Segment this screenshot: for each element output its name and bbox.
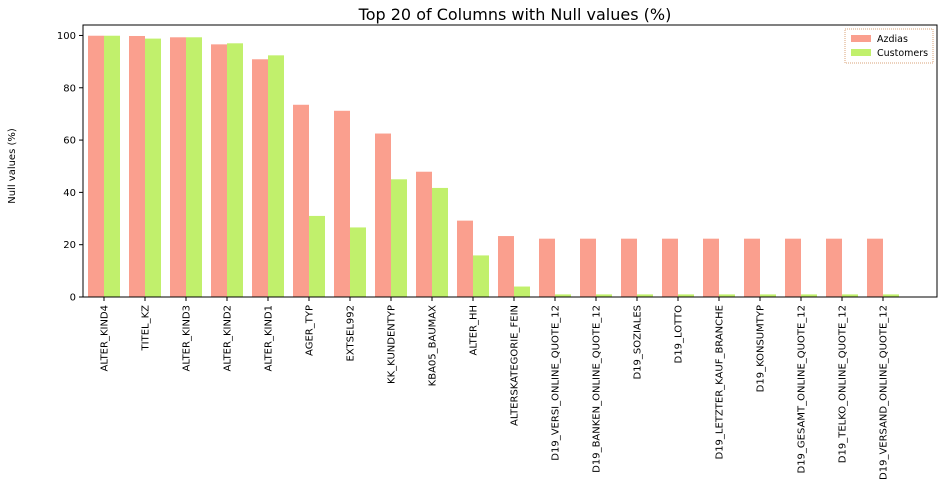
bar-azdias-6 bbox=[334, 110, 350, 298]
x-tick-label: TITEL_KZ bbox=[141, 305, 152, 352]
bar-customers-6 bbox=[350, 227, 366, 297]
bar-customers-10 bbox=[514, 286, 530, 297]
bar-customers-13 bbox=[637, 294, 653, 297]
x-tick-label: ALTER_KIND2 bbox=[223, 305, 234, 371]
bar-customers-8 bbox=[432, 187, 448, 297]
bar-azdias-0 bbox=[88, 35, 104, 297]
x-ticks-group: ALTER_KIND4 TITEL_KZ ALTER_KIND3 ALTER_KIND… bbox=[100, 297, 890, 480]
x-tick-label: D19_GESAMT_ONLINE_QUOTE_12 bbox=[797, 305, 808, 474]
bar-azdias-11 bbox=[539, 238, 555, 297]
bar-azdias-2 bbox=[170, 37, 186, 298]
bar-customers-4 bbox=[268, 55, 284, 297]
bar-azdias-8 bbox=[416, 171, 432, 297]
y-ticks-group: 0 20 40 60 80 100 bbox=[57, 31, 83, 304]
legend-swatch-customers bbox=[851, 49, 871, 56]
chart-title: Top 20 of Columns with Null values (%) bbox=[358, 5, 672, 24]
x-tick-label: D19_SOZIALES bbox=[633, 305, 644, 380]
bars-group bbox=[88, 35, 899, 298]
bar-customers-14 bbox=[678, 294, 694, 297]
x-tick-label: D19_BANKEN_ONLINE_QUOTE_12 bbox=[592, 305, 603, 473]
x-tick-label: ALTERSKATEGORIE_FEIN bbox=[510, 305, 521, 426]
x-tick-label: ALTER_KIND4 bbox=[100, 305, 111, 371]
bar-azdias-5 bbox=[293, 104, 309, 298]
y-tick-label: 60 bbox=[63, 136, 76, 147]
bar-customers-3 bbox=[227, 43, 243, 297]
x-tick-label: ALTER_HH bbox=[469, 305, 480, 355]
x-tick-label: D19_LOTTO bbox=[674, 305, 685, 364]
bar-customers-12 bbox=[596, 294, 612, 297]
x-tick-label: KK_KUNDENTYP bbox=[387, 305, 398, 384]
bar-azdias-9 bbox=[457, 220, 473, 297]
y-tick-label: 20 bbox=[63, 240, 76, 251]
bar-azdias-13 bbox=[621, 238, 637, 297]
x-tick-label: KBA05_BAUMAX bbox=[428, 305, 439, 386]
x-tick-label: D19_VERSI_ONLINE_QUOTE_12 bbox=[551, 305, 562, 461]
bar-azdias-14 bbox=[662, 238, 678, 297]
x-tick-label: D19_LETZTER_KAUF_BRANCHE bbox=[715, 305, 726, 460]
legend-label-customers: Customers bbox=[877, 48, 928, 59]
x-tick-label: ALTER_KIND1 bbox=[264, 305, 275, 371]
bar-azdias-4 bbox=[252, 59, 268, 298]
bar-customers-9 bbox=[473, 255, 489, 297]
y-axis-label: Null values (%) bbox=[7, 128, 18, 204]
bar-azdias-1 bbox=[129, 35, 145, 297]
x-tick-label: AGER_TYP bbox=[305, 305, 316, 356]
bar-azdias-10 bbox=[498, 236, 514, 297]
legend: Azdias Customers bbox=[844, 28, 934, 64]
bar-customers-16 bbox=[760, 294, 776, 297]
legend-swatch-azdias bbox=[851, 35, 871, 42]
bar-azdias-16 bbox=[744, 238, 760, 297]
x-tick-label: D19_VERSAND_ONLINE_QUOTE_12 bbox=[879, 305, 890, 480]
y-tick-label: 0 bbox=[70, 293, 76, 304]
bar-azdias-7 bbox=[375, 133, 391, 297]
bar-azdias-15 bbox=[703, 238, 719, 297]
y-tick-label: 100 bbox=[57, 31, 76, 42]
legend-label-azdias: Azdias bbox=[877, 34, 908, 45]
bar-customers-2 bbox=[186, 37, 202, 298]
bar-customers-17 bbox=[801, 294, 817, 297]
bar-customers-19 bbox=[883, 294, 899, 297]
bar-customers-18 bbox=[842, 294, 858, 297]
plot-frame bbox=[82, 24, 938, 298]
bar-azdias-18 bbox=[826, 238, 842, 297]
x-tick-label: ALTER_KIND3 bbox=[182, 305, 193, 371]
y-tick-label: 80 bbox=[63, 83, 76, 94]
bar-customers-0 bbox=[104, 35, 120, 297]
bar-customers-7 bbox=[391, 179, 407, 297]
bar-azdias-12 bbox=[580, 238, 596, 297]
bar-customers-1 bbox=[145, 38, 161, 297]
bar-azdias-19 bbox=[867, 238, 883, 297]
bar-azdias-17 bbox=[785, 238, 801, 297]
bar-customers-5 bbox=[309, 215, 325, 297]
legend-frame bbox=[844, 28, 934, 64]
bar-customers-11 bbox=[555, 294, 571, 297]
x-tick-label: D19_TELKO_ONLINE_QUOTE_12 bbox=[838, 305, 849, 463]
x-tick-label: D19_KONSUMTYP bbox=[756, 305, 767, 392]
bar-customers-15 bbox=[719, 294, 735, 297]
y-tick-label: 40 bbox=[63, 188, 76, 199]
bar-azdias-3 bbox=[211, 44, 227, 297]
x-tick-label: EXTSEL992 bbox=[346, 305, 357, 361]
